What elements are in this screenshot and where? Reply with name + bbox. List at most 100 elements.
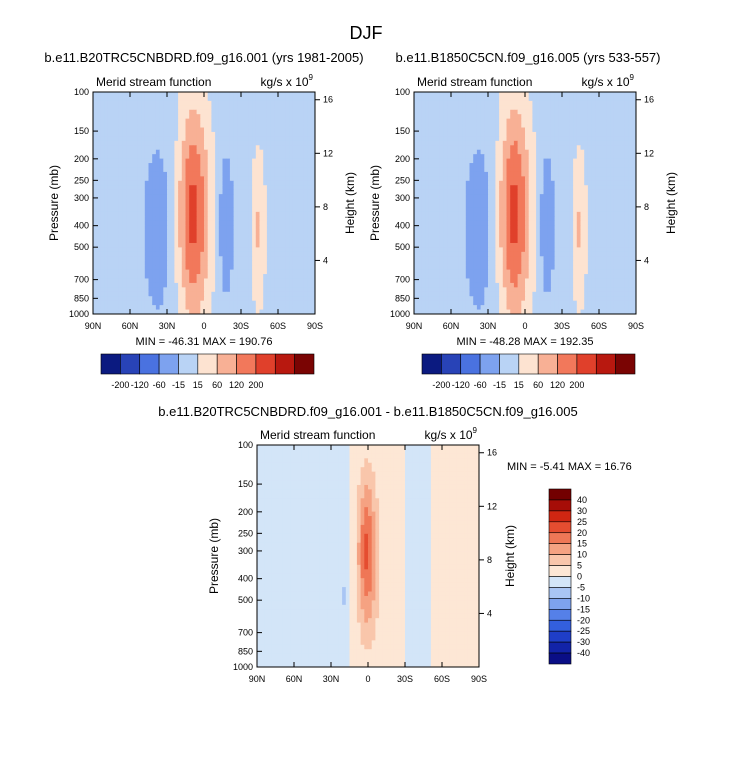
field-cell (289, 296, 294, 302)
field-cell (130, 256, 135, 262)
field-cell (491, 114, 496, 120)
field-cell (159, 238, 164, 244)
field-cell (473, 92, 478, 97)
field-cell (550, 194, 555, 199)
field-cell (469, 216, 474, 222)
field-cell (447, 211, 452, 217)
field-cell (506, 207, 511, 213)
field-cell (96, 207, 101, 213)
field-cell (436, 216, 441, 222)
field-cell (469, 171, 474, 177)
field-cell (414, 207, 419, 213)
field-cell (192, 309, 197, 314)
field-cell (159, 180, 164, 186)
field-cell (104, 282, 109, 288)
field-cell (502, 140, 507, 146)
y-tick-label: 400 (74, 221, 89, 231)
field-cell (285, 145, 290, 151)
field-cell (148, 118, 153, 124)
field-cell (115, 309, 120, 314)
field-cell (104, 114, 109, 120)
field-cell (602, 176, 607, 182)
field-cell (115, 127, 120, 133)
field-cell (285, 154, 290, 159)
field-cell (488, 220, 493, 226)
field-cell (229, 149, 234, 155)
field-cell (100, 203, 105, 208)
field-cell (200, 114, 205, 120)
field-cell (96, 300, 101, 306)
field-cell (303, 114, 308, 120)
field-cell (532, 163, 537, 168)
field-cell (192, 194, 197, 199)
field-cell (621, 109, 626, 115)
field-cell (137, 109, 142, 115)
field-cell (100, 127, 105, 133)
field-cell (115, 114, 120, 120)
field-cell (200, 269, 205, 275)
field-cell (141, 109, 146, 115)
field-cell (141, 207, 146, 213)
field-cell (462, 229, 467, 235)
field-cell (255, 274, 260, 279)
field-cell (137, 105, 142, 111)
field-cell (285, 291, 290, 297)
field-cell (292, 238, 297, 244)
field-cell (502, 189, 507, 195)
field-cell (296, 269, 301, 275)
field-cell (167, 211, 172, 217)
field-cell (278, 238, 283, 244)
field-cell (436, 220, 441, 226)
field-cell (599, 198, 604, 204)
field-cell (576, 229, 581, 235)
field-cell (628, 207, 633, 213)
field-cell (122, 225, 127, 231)
field-cell (155, 118, 160, 124)
field-cell (580, 123, 585, 128)
field-cell (144, 198, 149, 204)
field-cell (539, 229, 544, 235)
field-cell (569, 189, 574, 195)
field-cell (550, 167, 555, 173)
field-cell (215, 220, 220, 226)
field-cell (167, 282, 172, 288)
field-cell (421, 136, 426, 142)
field-cell (196, 167, 201, 173)
field-cell (226, 185, 231, 191)
field-cell (476, 114, 481, 120)
field-cell (428, 96, 433, 102)
field-cell (226, 260, 231, 266)
field-cell (159, 207, 164, 213)
field-cell (285, 149, 290, 155)
field-cell (96, 114, 101, 120)
field-cell (495, 114, 500, 120)
field-cell (266, 225, 271, 231)
field-cell (565, 127, 570, 133)
field-cell (311, 282, 315, 288)
field-cell (510, 118, 515, 124)
field-cell (270, 96, 275, 102)
field-cell (248, 220, 253, 226)
field-cell (292, 198, 297, 204)
field-cell (107, 96, 112, 102)
field-cell (185, 194, 190, 199)
field-cell (617, 189, 622, 195)
field-cell (569, 167, 574, 173)
field-cell (126, 300, 131, 306)
field-cell (550, 136, 555, 142)
field-cell (192, 180, 197, 186)
field-cell (233, 211, 238, 217)
field-cell (300, 225, 305, 231)
field-cell (447, 185, 452, 191)
field-cell (421, 118, 426, 124)
field-cell (111, 234, 116, 239)
field-cell (274, 287, 279, 293)
field-cell (174, 220, 179, 226)
field-cell (207, 269, 212, 275)
field-cell (454, 105, 459, 111)
field-cell (259, 287, 264, 293)
field-cell (311, 109, 315, 115)
field-cell (270, 154, 275, 159)
field-cell (502, 207, 507, 213)
field-cell (421, 203, 426, 208)
